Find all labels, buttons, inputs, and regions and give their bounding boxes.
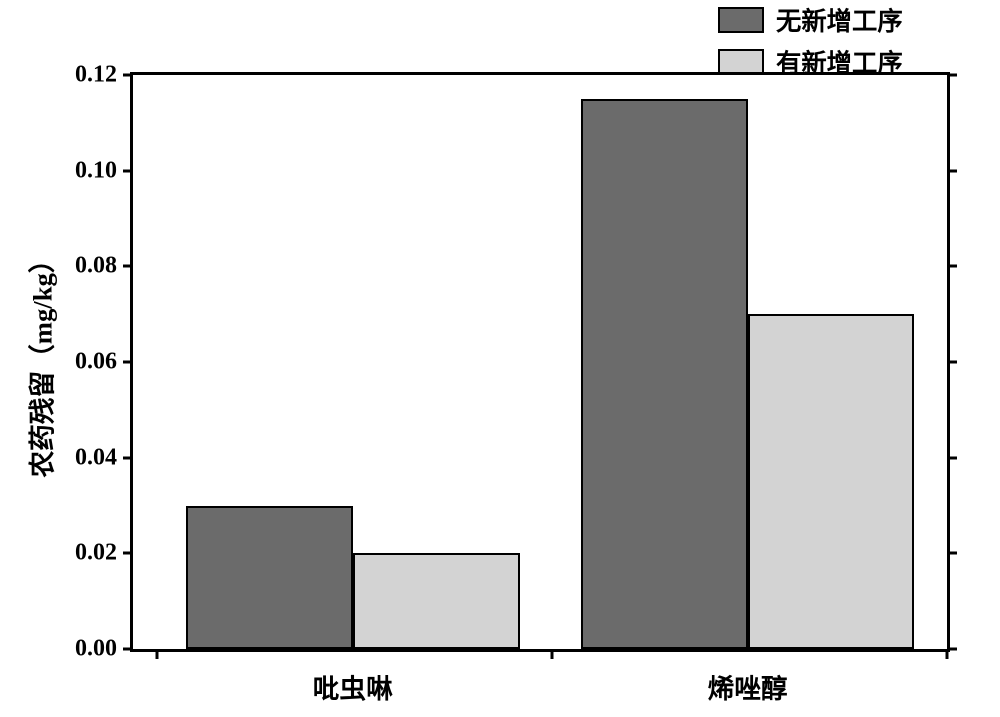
- x-tick: [156, 649, 159, 659]
- y-tick: 0.10: [75, 157, 133, 184]
- legend-label-0: 无新增工序: [776, 2, 903, 38]
- x-category-label: 烯唑醇: [708, 667, 788, 706]
- y-tick-label: 0.00: [75, 636, 123, 663]
- y-tick-mark: [123, 361, 133, 364]
- y-tick-mark: [123, 169, 133, 172]
- y-tick-label: 0.02: [75, 540, 123, 567]
- x-tick-mark: [551, 649, 554, 659]
- y-tick-mark: [947, 265, 957, 268]
- y-tick: 0.08: [75, 253, 133, 280]
- chart-container: 无新增工序 有新增工序 农药残留（mg/kg） 0.000.020.040.06…: [0, 0, 1000, 717]
- y-tick-mark: [123, 552, 133, 555]
- y-tick: 0.06: [75, 349, 133, 376]
- y-tick-mark-right: [947, 361, 957, 364]
- bar: [748, 314, 915, 649]
- y-tick-mark: [947, 552, 957, 555]
- y-tick-label: 0.08: [75, 253, 123, 280]
- y-tick-mark: [947, 169, 957, 172]
- y-tick-mark: [947, 456, 957, 459]
- bar: [353, 553, 520, 649]
- y-tick-mark-right: [947, 648, 957, 651]
- legend-item: 无新增工序: [718, 2, 903, 38]
- y-tick-label: 0.04: [75, 444, 123, 471]
- y-tick-mark: [947, 361, 957, 364]
- y-tick-mark: [123, 265, 133, 268]
- y-tick: 0.02: [75, 540, 133, 567]
- x-tick: [551, 649, 554, 659]
- y-tick-mark-right: [947, 552, 957, 555]
- y-axis-label: 农药残留（mg/kg）: [21, 246, 60, 477]
- bar: [581, 99, 748, 649]
- bar: [186, 506, 353, 650]
- legend-swatch-0: [718, 7, 764, 33]
- legend: 无新增工序 有新增工序: [718, 2, 903, 80]
- y-tick-mark: [947, 74, 957, 77]
- y-tick-label: 0.06: [75, 349, 123, 376]
- x-category-label: 吡虫啉: [313, 667, 393, 706]
- y-tick-mark: [947, 648, 957, 651]
- plot-area: 0.000.020.040.060.080.100.12吡虫啉烯唑醇: [130, 72, 950, 652]
- y-tick: 0.04: [75, 444, 133, 471]
- y-tick-label: 0.10: [75, 157, 123, 184]
- y-tick-mark-right: [947, 265, 957, 268]
- x-tick: [946, 649, 949, 659]
- y-tick-mark-right: [947, 74, 957, 77]
- y-tick-mark-right: [947, 456, 957, 459]
- y-tick-mark: [123, 456, 133, 459]
- x-tick-mark: [156, 649, 159, 659]
- y-tick: 0.00: [75, 636, 133, 663]
- y-tick-mark: [123, 648, 133, 651]
- y-tick-mark: [123, 74, 133, 77]
- y-tick-label: 0.12: [75, 62, 123, 89]
- y-tick: 0.12: [75, 62, 133, 89]
- y-tick-mark-right: [947, 169, 957, 172]
- x-tick-mark: [946, 649, 949, 659]
